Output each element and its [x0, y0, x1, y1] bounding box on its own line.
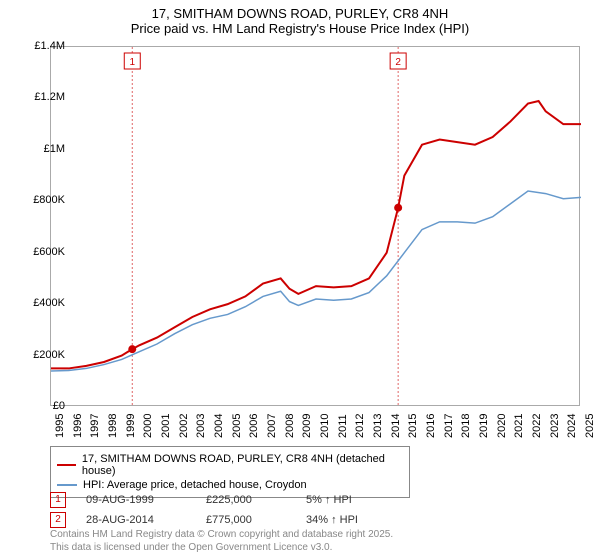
x-tick-label: 2020 [496, 414, 508, 438]
chart-legend: 17, SMITHAM DOWNS ROAD, PURLEY, CR8 4NH … [50, 446, 410, 498]
chart-footer: Contains HM Land Registry data © Crown c… [50, 528, 393, 554]
sale-delta: 34% ↑ HPI [306, 514, 358, 526]
chart-title: 17, SMITHAM DOWNS ROAD, PURLEY, CR8 4NH … [0, 0, 600, 36]
y-tick-label: £1.4M [25, 40, 65, 52]
title-address: 17, SMITHAM DOWNS ROAD, PURLEY, CR8 4NH [0, 6, 600, 21]
sale-marker-icon: 1 [50, 492, 66, 508]
sale-entry: 1 09-AUG-1999 £225,000 5% ↑ HPI [50, 492, 352, 508]
x-tick-label: 2000 [142, 414, 154, 438]
x-tick-label: 2003 [195, 414, 207, 438]
x-tick-label: 2002 [178, 414, 190, 438]
x-tick-label: 2008 [284, 414, 296, 438]
y-tick-label: £1.2M [25, 91, 65, 103]
footer-licence: This data is licensed under the Open Gov… [50, 541, 393, 554]
x-tick-label: 2015 [407, 414, 419, 438]
x-tick-label: 2006 [248, 414, 260, 438]
sale-price: £775,000 [206, 514, 286, 526]
x-tick-label: 1999 [125, 414, 137, 438]
y-tick-label: £0 [25, 400, 65, 412]
x-tick-label: 2013 [372, 414, 384, 438]
legend-swatch-price [57, 464, 76, 466]
sale-date: 09-AUG-1999 [86, 494, 186, 506]
legend-row: 17, SMITHAM DOWNS ROAD, PURLEY, CR8 4NH … [57, 453, 403, 477]
x-tick-label: 2023 [549, 414, 561, 438]
x-tick-label: 2012 [354, 414, 366, 438]
x-tick-label: 2021 [513, 414, 525, 438]
x-tick-label: 1996 [72, 414, 84, 438]
x-tick-label: 1997 [89, 414, 101, 438]
y-tick-label: £800K [25, 194, 65, 206]
x-tick-label: 2022 [531, 414, 543, 438]
chart-svg: 12 [51, 47, 581, 407]
x-tick-label: 2016 [425, 414, 437, 438]
x-tick-label: 2010 [319, 414, 331, 438]
x-tick-label: 2004 [213, 414, 225, 438]
x-tick-label: 2025 [584, 414, 596, 438]
title-subtitle: Price paid vs. HM Land Registry's House … [0, 21, 600, 36]
sale-entry: 2 28-AUG-2014 £775,000 34% ↑ HPI [50, 512, 358, 528]
x-tick-label: 2019 [478, 414, 490, 438]
x-tick-label: 2009 [301, 414, 313, 438]
legend-row: HPI: Average price, detached house, Croy… [57, 479, 403, 491]
chart-plot-area: 12 [50, 46, 580, 406]
sale-date: 28-AUG-2014 [86, 514, 186, 526]
x-tick-label: 2005 [231, 414, 243, 438]
y-tick-label: £600K [25, 246, 65, 258]
x-tick-label: 2011 [337, 414, 349, 438]
legend-label-price: 17, SMITHAM DOWNS ROAD, PURLEY, CR8 4NH … [82, 453, 403, 477]
y-tick-label: £400K [25, 297, 65, 309]
x-tick-label: 2018 [460, 414, 472, 438]
x-tick-label: 2007 [266, 414, 278, 438]
x-tick-label: 2024 [566, 414, 578, 438]
svg-text:1: 1 [129, 57, 135, 68]
x-tick-label: 1995 [54, 414, 66, 438]
footer-copyright: Contains HM Land Registry data © Crown c… [50, 528, 393, 541]
svg-text:2: 2 [395, 57, 401, 68]
x-tick-label: 1998 [107, 414, 119, 438]
x-tick-label: 2001 [160, 414, 172, 438]
legend-swatch-hpi [57, 484, 77, 486]
sale-delta: 5% ↑ HPI [306, 494, 352, 506]
y-tick-label: £1M [25, 143, 65, 155]
sale-marker-icon: 2 [50, 512, 66, 528]
legend-label-hpi: HPI: Average price, detached house, Croy… [83, 479, 307, 491]
x-tick-label: 2017 [443, 414, 455, 438]
y-tick-label: £200K [25, 349, 65, 361]
x-tick-label: 2014 [390, 414, 402, 438]
sale-price: £225,000 [206, 494, 286, 506]
